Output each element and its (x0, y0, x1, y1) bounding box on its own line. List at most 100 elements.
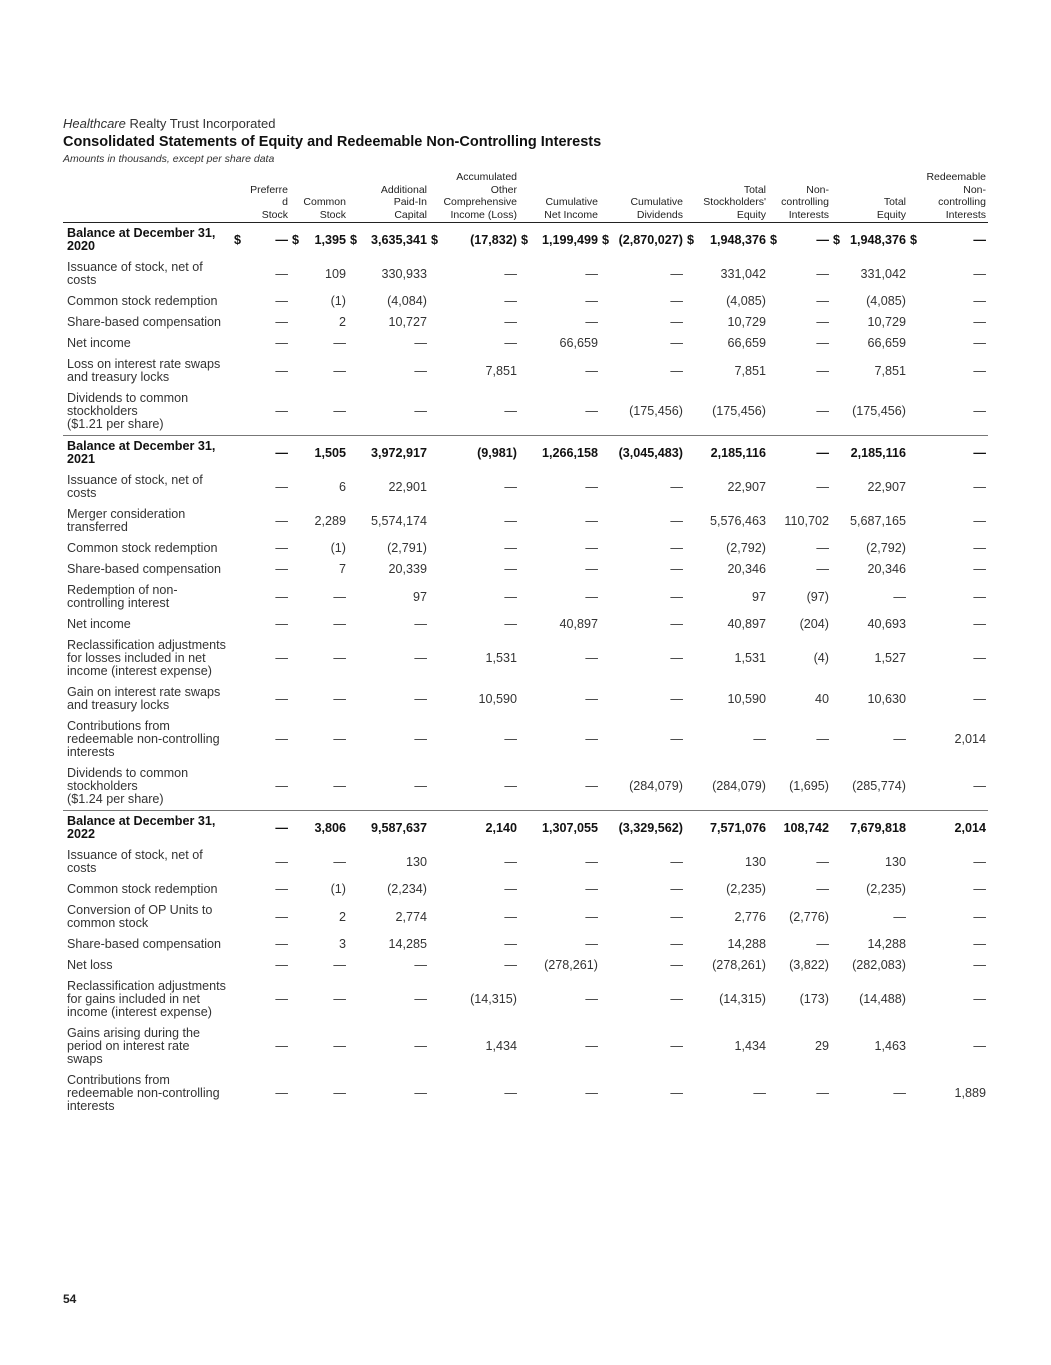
cell-value: 7 (290, 559, 348, 580)
cell-value: — (908, 257, 988, 291)
cell-text: — (275, 992, 288, 1006)
cell-text: — (275, 363, 288, 378)
column-header-text: Total Equity (876, 196, 906, 221)
cell-value: — (908, 580, 988, 614)
cell-value: 40,693 (831, 614, 908, 635)
cell-value: — (232, 291, 290, 312)
cell-value: — (768, 716, 831, 763)
cell-value: — (519, 845, 600, 879)
cell-value: — (232, 900, 290, 934)
cell-text: — (973, 992, 986, 1006)
cell-value: — (908, 682, 988, 716)
cell-text: 109 (324, 266, 346, 281)
cell-value: 7,851 (831, 354, 908, 388)
cell-value: — (600, 291, 685, 312)
cell-text: — (333, 854, 346, 869)
cell-value: 20,339 (348, 559, 429, 580)
cell-text: (278,261) (712, 958, 766, 972)
cell-text: — (816, 882, 829, 896)
cell-value: — (290, 845, 348, 879)
cell-text: — (973, 336, 986, 350)
cell-value: — (232, 845, 290, 879)
table-row: Reclassification adjustments for gains i… (63, 976, 988, 1023)
cell-text: — (504, 294, 517, 308)
cell-value: — (429, 845, 519, 879)
cell-text: — (973, 562, 986, 576)
cell-value: — (232, 435, 290, 470)
cell-value: (2,792) (685, 538, 768, 559)
cell-text: — (670, 1039, 683, 1053)
cell-text: 1,395 (314, 232, 346, 247)
balance-row: Balance at December 31, 2021 — 1,505 3,972,… (63, 435, 988, 470)
cell-text: — (973, 691, 986, 706)
cell-text: 14,288 (727, 937, 766, 951)
table-row: Issuance of stock, net of costs — 6 22,901 —… (63, 470, 988, 504)
cell-value: 108,742 (768, 810, 831, 845)
cell-text: (282,083) (852, 958, 906, 972)
cell-text: 1,531 (734, 651, 766, 665)
cell-value: 109 (290, 257, 348, 291)
cell-value: — (232, 257, 290, 291)
cell-text: — (333, 992, 346, 1006)
cell-text: — (670, 479, 683, 494)
cell-text: — (816, 1086, 829, 1100)
cell-text: — (504, 541, 517, 555)
cell-text: — (333, 779, 346, 793)
cell-value: (3,822) (768, 955, 831, 976)
cell-value: — (768, 879, 831, 900)
cell-text: — (275, 882, 288, 896)
cell-text: (1) (330, 541, 346, 555)
cell-text: 2 (338, 315, 346, 329)
cell-value: — (429, 716, 519, 763)
cell-value: — (768, 354, 831, 388)
cell-text: — (504, 404, 517, 418)
cell-value: — (519, 879, 600, 900)
cell-value: $ — (768, 223, 831, 258)
cell-text: (3,045,483) (618, 445, 683, 460)
statement-subtitle: Amounts in thousands, except per share d… (63, 153, 275, 165)
cell-text: — (414, 651, 427, 665)
cell-text: — (973, 854, 986, 869)
cell-value: — (290, 580, 348, 614)
cell-text: 3,972,917 (370, 445, 427, 460)
cell-value: 2,140 (429, 810, 519, 845)
cell-value: — (290, 388, 348, 436)
cell-value: — (519, 257, 600, 291)
row-label: Common stock redemption (67, 882, 218, 896)
cell-value: — (600, 976, 685, 1023)
cell-value: 3,972,917 (348, 435, 429, 470)
statement-title: Consolidated Statements of Equity and Re… (63, 134, 602, 150)
cell-value: — (768, 1070, 831, 1117)
cell-text: — (585, 937, 598, 951)
cell-text: — (893, 589, 906, 604)
cell-value: 5,576,463 (685, 504, 768, 538)
cell-value: — (519, 388, 600, 436)
cell-value: — (348, 976, 429, 1023)
cell-value: — (232, 388, 290, 436)
row-label: Balance at December 31, 2022 (63, 810, 232, 845)
cell-text: — (670, 513, 683, 528)
table-row: Net income — — — — 40,897 — 40,897 (204) 40,693 — (63, 614, 988, 635)
cell-text: — (585, 732, 598, 746)
cell-text: — (670, 732, 683, 746)
column-header: Total Stockholders' Equity (685, 171, 768, 223)
cell-value: 1,527 (831, 635, 908, 682)
cell-text: — (670, 937, 683, 951)
cell-text: (4,085) (726, 294, 766, 308)
cell-value: 22,907 (685, 470, 768, 504)
cell-text: — (504, 1086, 517, 1100)
cell-value: — (232, 538, 290, 559)
cell-value: — (908, 845, 988, 879)
cell-value: 7,571,076 (685, 810, 768, 845)
row-label: Gains arising during the period on inter… (67, 1026, 201, 1066)
cell-text: (285,774) (852, 779, 906, 793)
cell-value: — (600, 470, 685, 504)
cell-text: — (585, 1086, 598, 1100)
cell-value: — (348, 354, 429, 388)
cell-value: — (519, 763, 600, 811)
cell-value: 22,901 (348, 470, 429, 504)
cell-text: — (973, 541, 986, 555)
cell-value: — (831, 716, 908, 763)
page-number: 54 (63, 1292, 77, 1306)
cell-value: — (232, 354, 290, 388)
